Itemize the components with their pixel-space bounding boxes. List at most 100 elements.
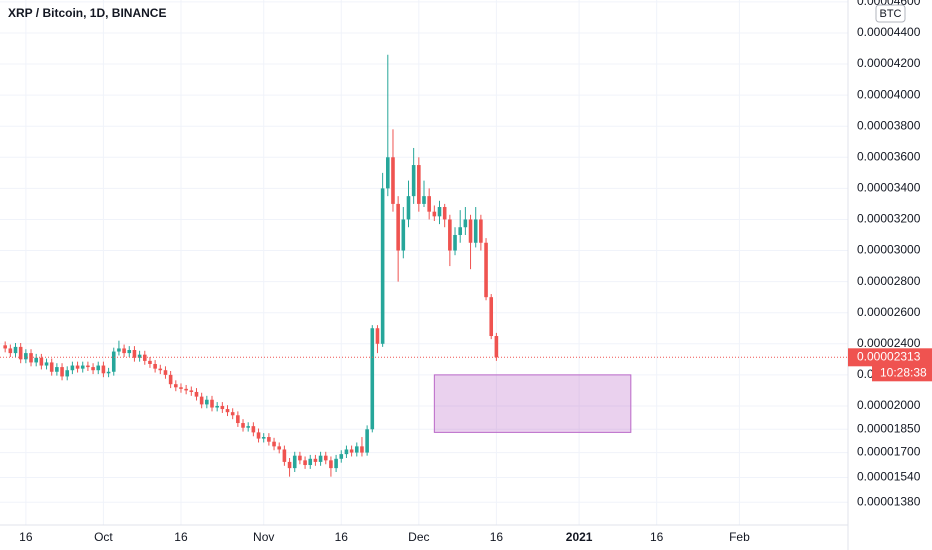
candle-body bbox=[148, 360, 152, 364]
x-tick-label: 16 bbox=[650, 530, 664, 544]
candle-body bbox=[375, 328, 380, 344]
candle-body bbox=[80, 365, 85, 369]
candle-body bbox=[122, 348, 126, 354]
candle-body bbox=[396, 203, 400, 251]
candle-body bbox=[34, 357, 38, 363]
candle-body bbox=[329, 460, 333, 469]
candle-body bbox=[344, 449, 349, 455]
candle-body bbox=[60, 367, 64, 377]
x-tick-label: Dec bbox=[408, 530, 429, 544]
last-price-label: 0.00002313 bbox=[857, 349, 921, 363]
candle-body bbox=[494, 336, 499, 358]
currency-box bbox=[875, 4, 906, 23]
candle-body bbox=[318, 455, 323, 462]
candle-body bbox=[479, 219, 483, 243]
candle-body bbox=[137, 354, 142, 358]
x-tick-label: 16 bbox=[335, 530, 349, 544]
candle-body bbox=[473, 219, 478, 243]
candle-body bbox=[442, 207, 447, 220]
candle-body bbox=[13, 346, 18, 354]
candle-body bbox=[282, 449, 287, 462]
candle-body bbox=[210, 399, 214, 408]
candle-body bbox=[458, 227, 462, 235]
candle-body bbox=[194, 391, 199, 397]
candle-body bbox=[86, 365, 90, 368]
candle-body bbox=[308, 458, 313, 466]
last-price-box bbox=[848, 348, 932, 367]
candle-body bbox=[236, 415, 240, 424]
candle-body bbox=[189, 390, 194, 392]
candle-body bbox=[256, 432, 261, 439]
y-tick-label: 0.00001850 bbox=[857, 421, 921, 435]
candle-body bbox=[277, 446, 282, 450]
candle-body bbox=[448, 219, 452, 251]
candle-body bbox=[184, 388, 188, 391]
y-tick-label: 0.00003200 bbox=[857, 212, 921, 226]
candle-body bbox=[323, 455, 328, 461]
x-tick-label: 16 bbox=[490, 530, 504, 544]
candle-body bbox=[127, 350, 132, 354]
candle-body bbox=[174, 384, 178, 388]
candle-body bbox=[111, 351, 116, 372]
x-tick-label: Nov bbox=[253, 530, 274, 544]
candle-body bbox=[251, 426, 256, 433]
candle-body bbox=[8, 348, 13, 354]
candle-body bbox=[267, 437, 271, 442]
chart-title: XRP / Bitcoin, 1D, BINANCE bbox=[8, 6, 166, 20]
candle-body bbox=[132, 350, 137, 358]
countdown-label: 10:28:38 bbox=[880, 365, 927, 379]
candle-body bbox=[370, 328, 375, 430]
x-tick-label: Feb bbox=[729, 530, 750, 544]
candle-body bbox=[417, 165, 421, 204]
candle-body bbox=[468, 219, 473, 243]
candle-body bbox=[354, 446, 359, 453]
y-tick-label: 0.00004400 bbox=[857, 25, 921, 39]
y-tick-label: 0.00002000 bbox=[857, 398, 921, 412]
candle-body bbox=[411, 165, 416, 197]
candle-body bbox=[49, 362, 54, 372]
candle-body bbox=[3, 345, 7, 349]
candle-body bbox=[168, 374, 173, 385]
y-tick-label: 0.00001700 bbox=[857, 445, 921, 459]
candle-body bbox=[215, 405, 219, 408]
candle-body bbox=[349, 449, 354, 453]
candle-body bbox=[484, 242, 488, 298]
candle-body bbox=[24, 353, 28, 360]
y-tick-label: 0.00002400 bbox=[857, 336, 921, 350]
candle-body bbox=[303, 460, 307, 466]
axes: 0.00004600 0.00004400 0.00004200 0.00004000… bbox=[19, 0, 921, 544]
candle-body bbox=[39, 357, 44, 366]
candle-body bbox=[96, 365, 101, 371]
candle-body bbox=[230, 412, 235, 416]
candle-body bbox=[298, 455, 302, 461]
candle-body bbox=[75, 365, 80, 369]
candle-body bbox=[380, 188, 385, 344]
candle-body bbox=[386, 157, 390, 189]
x-tick-label: 2021 bbox=[566, 530, 593, 544]
candle-body bbox=[401, 219, 406, 251]
candle-body bbox=[91, 367, 95, 371]
y-tick-label: 0.00003000 bbox=[857, 243, 921, 257]
candle-body bbox=[313, 458, 318, 462]
candle-body bbox=[453, 234, 457, 251]
x-tick-label: Oct bbox=[94, 530, 113, 544]
candle-body bbox=[422, 196, 426, 204]
y-tick-label: 0.00004000 bbox=[857, 87, 921, 101]
candle-body bbox=[117, 348, 121, 352]
candle-body bbox=[44, 362, 49, 366]
x-tick-label: 16 bbox=[19, 530, 33, 544]
candle-body bbox=[70, 365, 75, 371]
candle-body bbox=[365, 429, 369, 453]
candle-body bbox=[55, 367, 59, 372]
candle-body bbox=[65, 370, 70, 377]
y-tick-label: 0.00003600 bbox=[857, 149, 921, 163]
countdown-box bbox=[872, 365, 932, 382]
candle-body bbox=[391, 157, 395, 204]
candle-body bbox=[427, 196, 431, 212]
zone-box bbox=[433, 374, 632, 433]
y-tick-label: 0.00002600 bbox=[857, 305, 921, 319]
y-tick-label: 0.00001380 bbox=[857, 494, 921, 508]
y-tick-label: 0.00002800 bbox=[857, 274, 921, 288]
candle-body bbox=[101, 365, 106, 374]
